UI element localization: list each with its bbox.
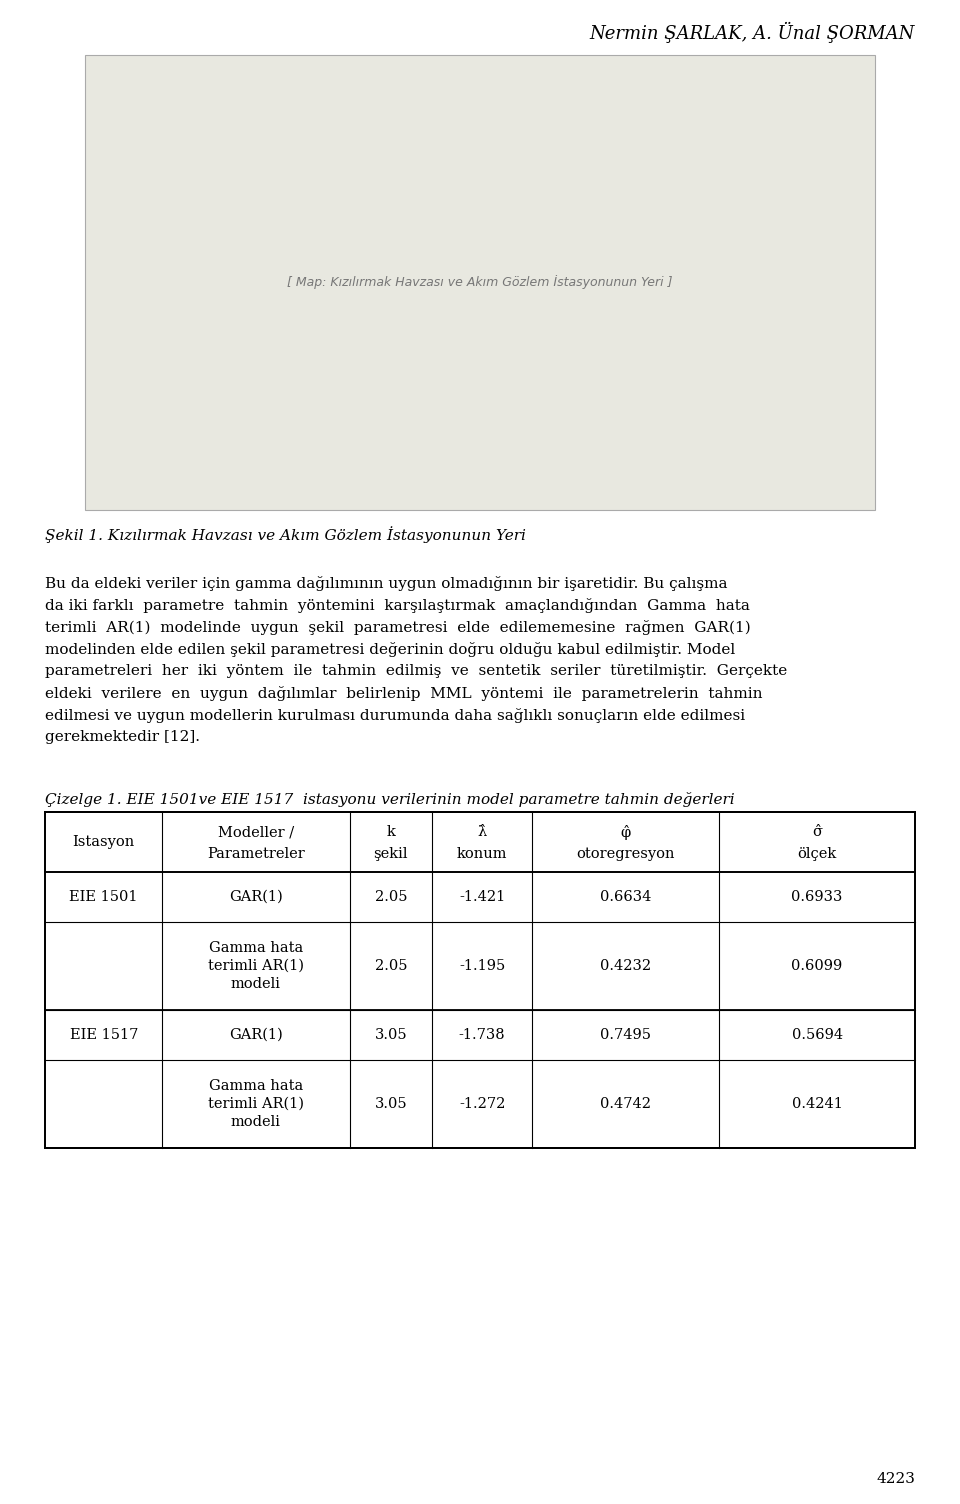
Text: parametreleri  her  iki  yöntem  ile  tahmin  edilmiş  ve  sentetik  seriler  tü: parametreleri her iki yöntem ile tahmin … [45,663,787,678]
Text: modelinden elde edilen şekil parametresi değerinin doğru olduğu kabul edilmiştir: modelinden elde edilen şekil parametresi… [45,642,735,657]
Text: 0.4232: 0.4232 [600,960,651,973]
Text: 3.05: 3.05 [374,1096,407,1111]
Text: edilmesi ve uygun modellerin kurulması durumunda daha sağlıklı sonuçların elde e: edilmesi ve uygun modellerin kurulması d… [45,708,745,723]
Text: 0.4241: 0.4241 [792,1096,843,1111]
Text: Bu da eldeki veriler için gamma dağılımının uygun olmadığının bir işaretidir. Bu: Bu da eldeki veriler için gamma dağılımı… [45,576,728,591]
Text: Çizelge 1. EIE 1501ve EIE 1517  istasyonu verilerinin model parametre tahmin değ: Çizelge 1. EIE 1501ve EIE 1517 istasyonu… [45,793,734,808]
Text: -1.272: -1.272 [459,1096,505,1111]
Text: 0.6933: 0.6933 [791,890,843,904]
Text: 0.5694: 0.5694 [792,1029,843,1042]
Text: konum: konum [457,847,508,860]
Text: σ̂: σ̂ [812,826,822,839]
Text: şekil: şekil [373,847,408,860]
Text: Gamma hata
terimli AR(1)
modeli: Gamma hata terimli AR(1) modeli [208,1078,304,1130]
Text: terimli  AR(1)  modelinde  uygun  şekil  parametresi  elde  edilememesine  rağme: terimli AR(1) modelinde uygun şekil para… [45,620,751,635]
Text: 4223: 4223 [876,1472,915,1486]
Text: -1.421: -1.421 [459,890,505,904]
Text: 2.05: 2.05 [374,960,407,973]
Text: 3.05: 3.05 [374,1029,407,1042]
Bar [85,56,875,510]
Text: gerekmektedir [12].: gerekmektedir [12]. [45,729,200,744]
Text: 2.05: 2.05 [374,890,407,904]
Text: Gamma hata
terimli AR(1)
modeli: Gamma hata terimli AR(1) modeli [208,940,304,991]
Text: [ Map: Kızılırmak Havzası ve Akım Gözlem İstasyonunun Yeri ]: [ Map: Kızılırmak Havzası ve Akım Gözlem… [287,275,673,289]
Text: eldeki  verilere  en  uygun  dağılımlar  belirlenip  MML  yöntemi  ile  parametr: eldeki verilere en uygun dağılımlar beli… [45,686,762,701]
Text: Şekil 1. Kızılırmak Havzası ve Akım Gözlem İstasyonunun Yeri: Şekil 1. Kızılırmak Havzası ve Akım Gözl… [45,526,526,543]
Text: k: k [386,826,396,839]
Text: λ̂: λ̂ [477,826,487,839]
Text: Istasyon: Istasyon [73,835,134,848]
Text: GAR(1): GAR(1) [229,890,283,904]
Text: da iki farklı  parametre  tahmin  yöntemini  karşılaştırmak  amaçlandığından  Ga: da iki farklı parametre tahmin yöntemini… [45,599,750,614]
Text: Parametreler: Parametreler [207,847,305,860]
Text: Nermin ŞARLAK, A. Ünal ŞORMAN: Nermin ŞARLAK, A. Ünal ŞORMAN [589,23,915,44]
Text: 0.4742: 0.4742 [600,1096,651,1111]
Bar [45,812,915,1148]
Text: 0.7495: 0.7495 [600,1029,651,1042]
Text: 0.6634: 0.6634 [600,890,652,904]
Text: Modeller /: Modeller / [218,826,294,839]
Text: 0.6099: 0.6099 [791,960,843,973]
Text: -1.195: -1.195 [459,960,505,973]
Text: EIE 1501: EIE 1501 [69,890,138,904]
Text: GAR(1): GAR(1) [229,1029,283,1042]
Text: -1.738: -1.738 [459,1029,506,1042]
Text: EIE 1517: EIE 1517 [69,1029,138,1042]
Text: otoregresyon: otoregresyon [576,847,675,860]
Text: ölçek: ölçek [798,847,837,860]
Text: φ̂: φ̂ [620,824,631,839]
